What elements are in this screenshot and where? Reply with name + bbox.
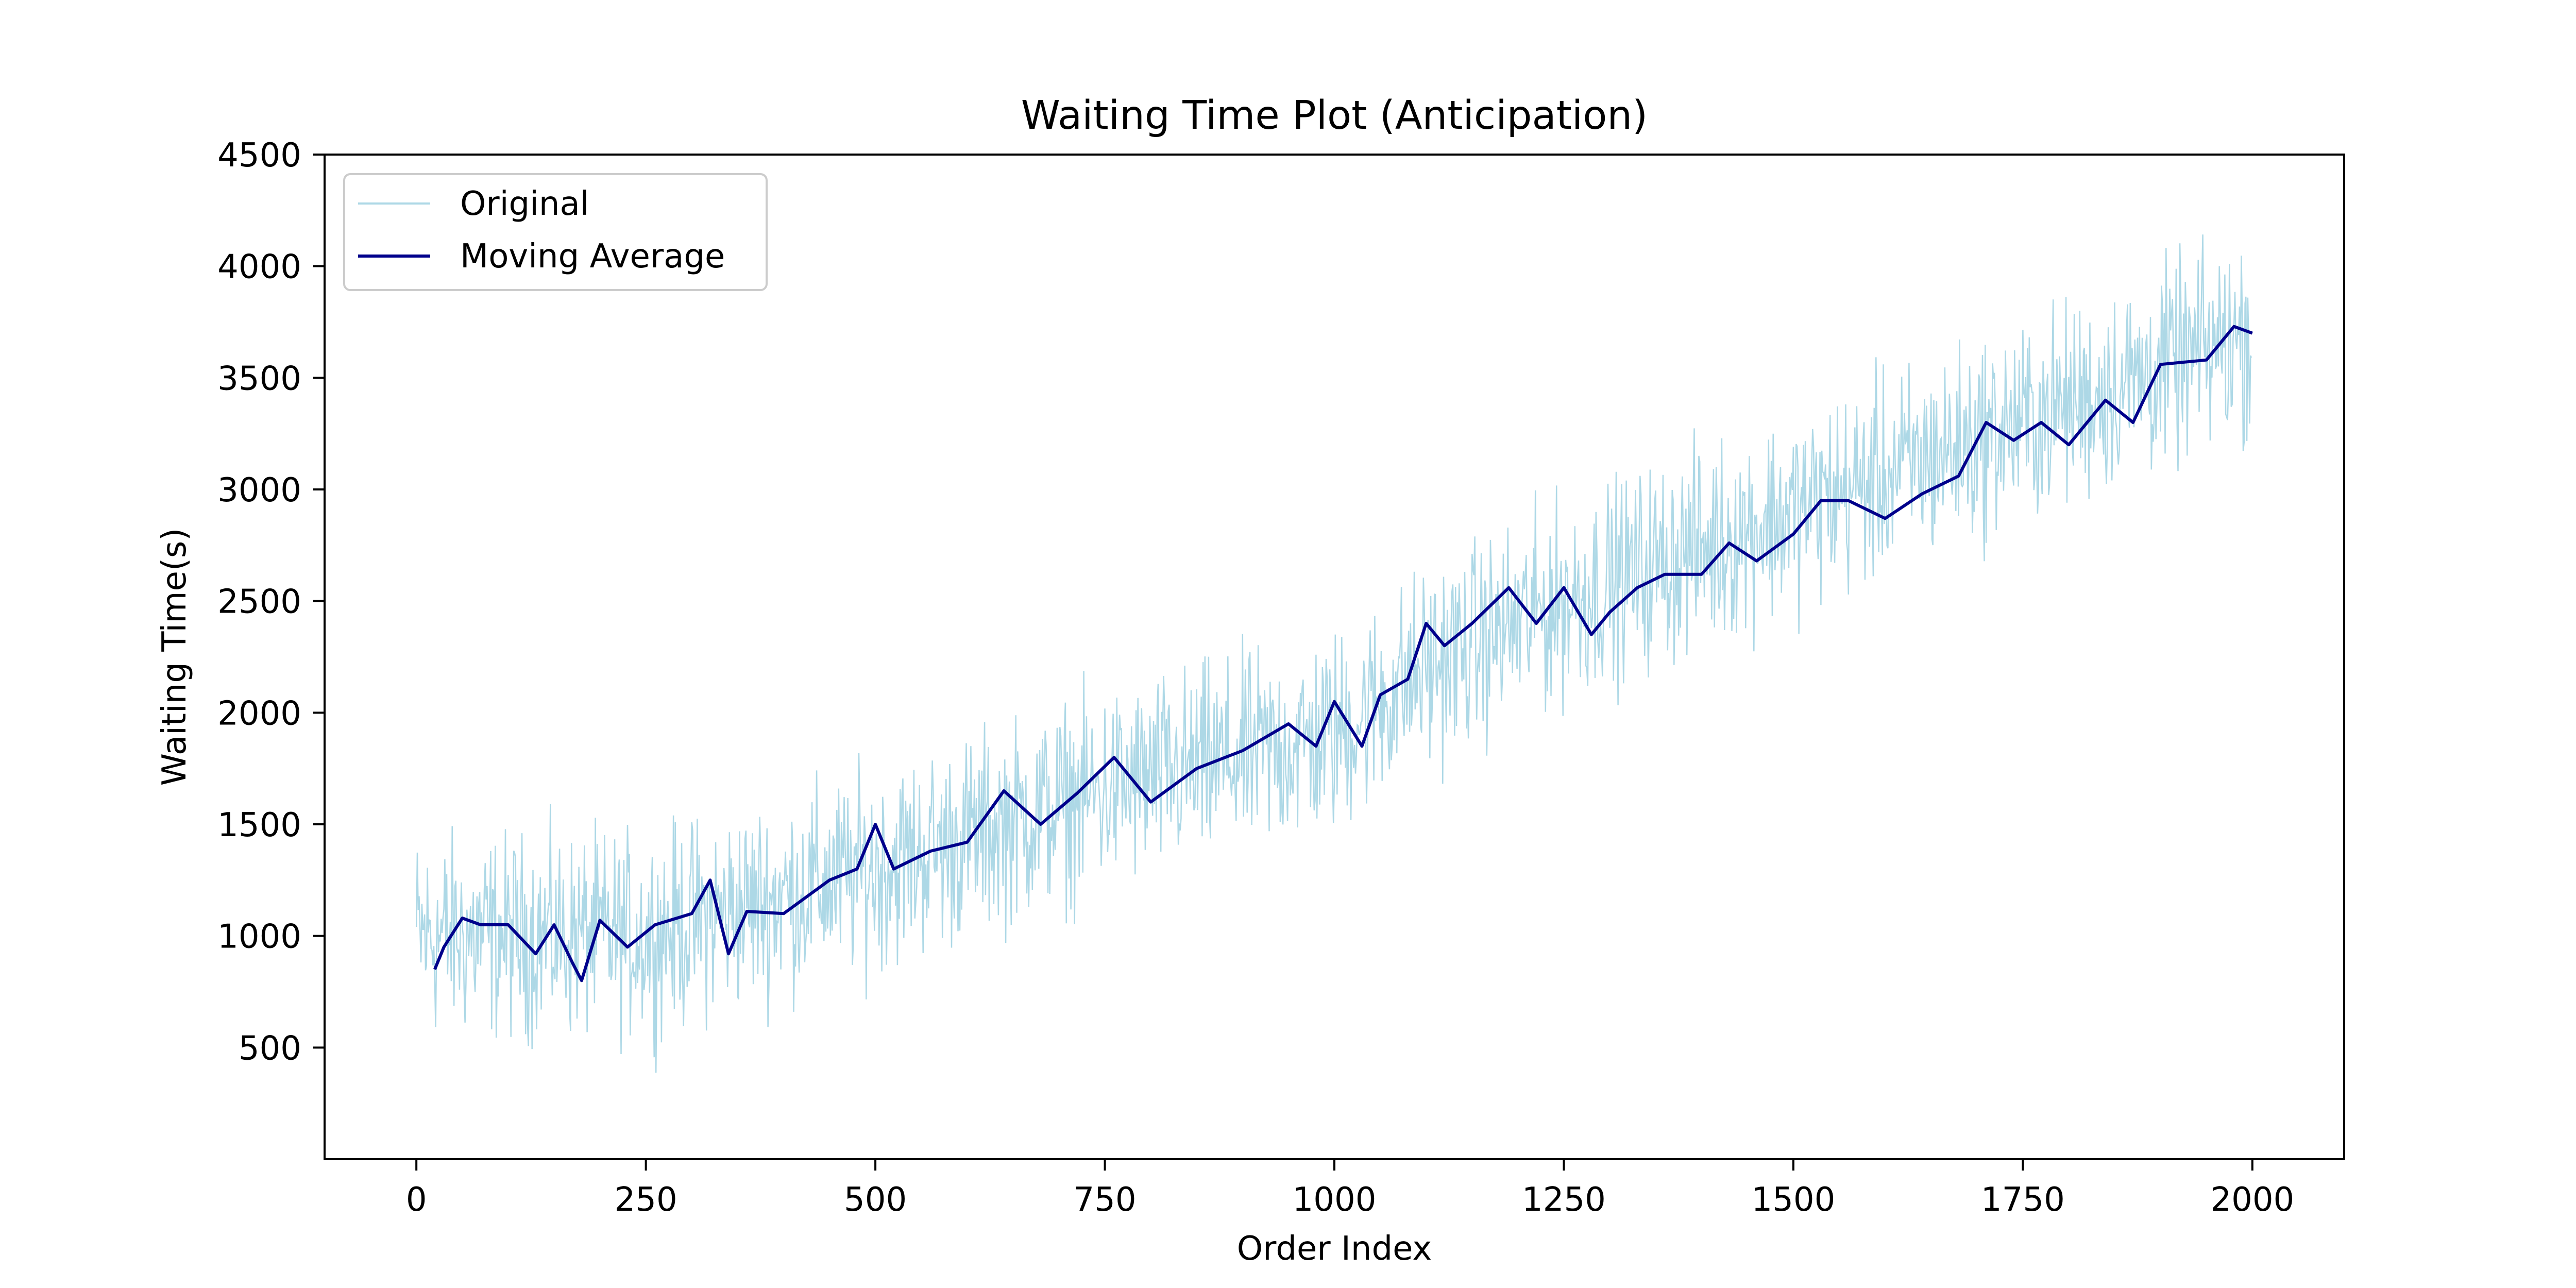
plot-area bbox=[325, 155, 2344, 1159]
y-axis: 500 1000 1500 2000 2500 3000 3500 4000 4500 bbox=[217, 137, 325, 1067]
x-axis: 0 250 500 750 1000 1250 1500 1750 2000 bbox=[406, 1159, 2294, 1219]
legend-label-moving-average: Moving Average bbox=[460, 238, 725, 276]
y-tick-label: 500 bbox=[239, 1029, 301, 1067]
y-tick-label: 4000 bbox=[217, 248, 301, 286]
y-tick-label: 3000 bbox=[217, 471, 301, 510]
chart-title: Waiting Time Plot (Anticipation) bbox=[1021, 93, 1648, 139]
x-tick-label: 750 bbox=[1073, 1181, 1136, 1219]
x-tick-label: 2000 bbox=[2210, 1181, 2294, 1219]
x-tick-label: 1500 bbox=[1751, 1181, 1835, 1219]
legend-box bbox=[343, 173, 768, 291]
x-tick-label: 250 bbox=[615, 1181, 677, 1219]
legend: Original Moving Average bbox=[343, 173, 768, 291]
legend-label-original: Original bbox=[460, 185, 589, 223]
y-tick-label: 1000 bbox=[217, 918, 301, 956]
y-tick-label: 3500 bbox=[217, 360, 301, 398]
x-tick-label: 1000 bbox=[1293, 1181, 1377, 1219]
x-tick-label: 1250 bbox=[1522, 1181, 1606, 1219]
x-axis-label: Order Index bbox=[1237, 1230, 1432, 1268]
x-tick-label: 1750 bbox=[1981, 1181, 2065, 1219]
y-axis-label: Waiting Time(s) bbox=[156, 528, 194, 786]
y-tick-label: 4500 bbox=[217, 137, 301, 175]
moving-average-line bbox=[433, 325, 2253, 982]
y-tick-label: 2500 bbox=[217, 583, 301, 621]
y-tick-label: 1500 bbox=[217, 806, 301, 844]
y-tick-label: 2000 bbox=[217, 694, 301, 733]
x-tick-label: 500 bbox=[844, 1181, 907, 1219]
x-tick-label: 0 bbox=[406, 1181, 427, 1219]
moving-average-series-line bbox=[433, 325, 2253, 982]
